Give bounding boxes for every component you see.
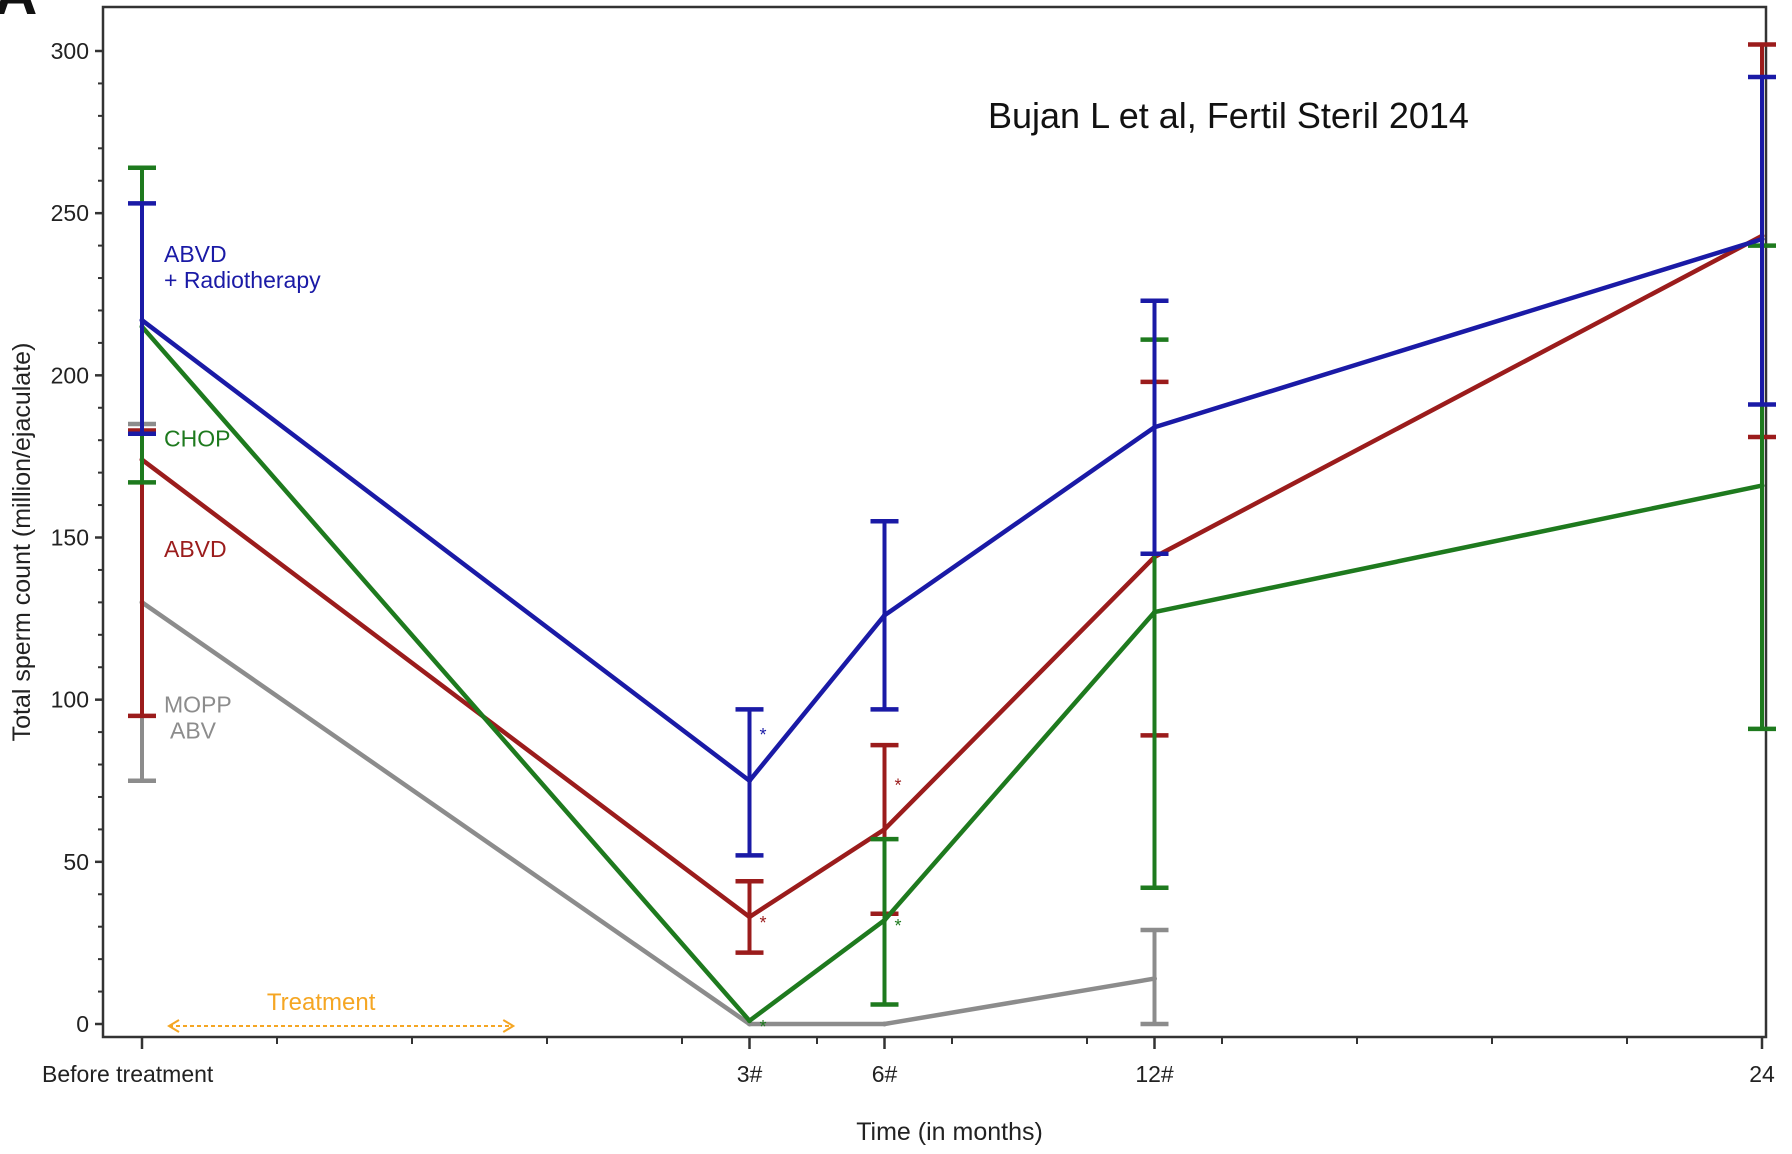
series-label: ABVD <box>164 241 227 267</box>
data-point <box>882 612 887 618</box>
panel-letter: A <box>0 0 37 27</box>
series-line <box>140 233 1764 920</box>
data-point <box>747 778 752 784</box>
data-point <box>139 317 145 323</box>
significance-star: * <box>760 913 767 933</box>
data-point <box>747 914 752 920</box>
series-label-line2: ABV <box>170 718 217 744</box>
significance-star: * <box>895 775 902 795</box>
y-axis-title: Total sperm count (million/ejaculate) <box>8 343 36 742</box>
x-tick-label: 12# <box>1135 1061 1174 1087</box>
series-line <box>140 236 1763 783</box>
data-point <box>747 1018 752 1024</box>
series-layer: ***** <box>128 42 1776 1037</box>
treatment-period: Treatment <box>167 989 516 1033</box>
x-axis-title: Time (in months) <box>856 1118 1043 1146</box>
significance-star: * <box>760 725 767 745</box>
y-tick-label: 150 <box>51 525 89 551</box>
x-tick-label: 24 <box>1749 1061 1775 1087</box>
data-point <box>1152 609 1157 615</box>
data-point <box>882 826 887 832</box>
y-tick-label: 200 <box>51 362 89 388</box>
series-label: CHOP <box>164 426 230 452</box>
treatment-arrow-head-right <box>502 1019 516 1033</box>
significance-star: * <box>760 1017 767 1037</box>
treatment-label: Treatment <box>267 989 376 1016</box>
x-tick-label: Before treatment <box>42 1061 214 1087</box>
citation-annotation: Bujan L et al, Fertil Steril 2014 <box>988 95 1469 136</box>
series-label-line2: + Radiotherapy <box>164 267 321 293</box>
series-label: ABVD <box>164 536 227 562</box>
x-tick-label: 6# <box>872 1061 898 1087</box>
y-axis: 0 50 100 150 200 250 300 <box>51 38 103 1037</box>
series-line <box>140 325 1763 1024</box>
series-3 <box>128 421 1169 1027</box>
y-tick-label: 250 <box>51 200 89 226</box>
plot-frame <box>101 5 1768 1039</box>
series-line <box>140 600 1155 1027</box>
data-point <box>1759 483 1765 489</box>
series-label: MOPP <box>164 692 232 718</box>
y-tick-label: 0 <box>76 1011 89 1037</box>
y-tick-label: 300 <box>51 38 89 64</box>
y-tick-label: 50 <box>63 849 89 875</box>
data-point <box>882 1021 887 1027</box>
x-tick-label: 3# <box>737 1061 763 1087</box>
data-point <box>1152 424 1157 430</box>
x-axis: Before treatment 3# 6# 12# 24 <box>42 1037 1775 1087</box>
data-point <box>882 917 887 923</box>
data-point <box>1759 236 1765 242</box>
series-1: ** <box>128 165 1776 1037</box>
series-0: * <box>128 74 1776 858</box>
treatment-arrow-head-left <box>167 1019 180 1033</box>
y-tick-label: 100 <box>51 687 89 713</box>
significance-star: * <box>895 916 902 936</box>
data-point <box>1152 976 1157 982</box>
